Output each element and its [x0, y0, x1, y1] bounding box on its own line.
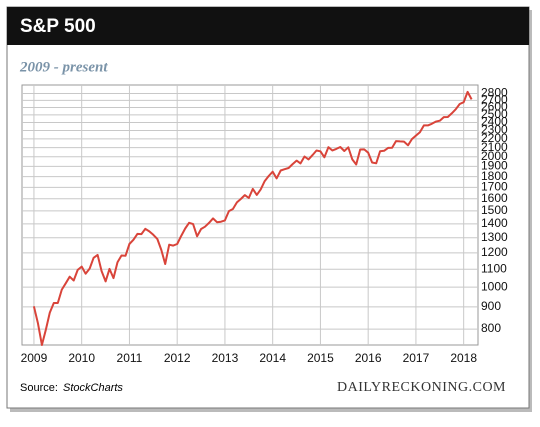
y-tick-label: 1900 — [481, 159, 508, 173]
price-line — [32, 90, 473, 346]
y-tick-label: 1700 — [481, 180, 508, 194]
source-name: StockCharts — [63, 382, 123, 394]
x-tick-label: 2011 — [117, 351, 143, 365]
x-tick-label: 2018 — [450, 351, 477, 365]
x-tick-label: 2010 — [68, 351, 95, 365]
y-tick-label: 1400 — [481, 216, 508, 230]
chart-title: S&P 500 — [20, 16, 96, 37]
y-tick-label: 2200 — [481, 131, 508, 145]
y-tick-label: 1800 — [481, 169, 508, 183]
y-tick-label: 800 — [481, 321, 501, 335]
y-tick-label: 1000 — [481, 279, 508, 293]
x-tick-label: 2017 — [403, 351, 430, 365]
brand: DAILYRECKONING.COM — [337, 380, 506, 395]
chart-subtitle: 2009 - present — [19, 59, 108, 75]
y-tick-label: 1200 — [481, 245, 508, 259]
x-tick-label: 2014 — [259, 351, 286, 365]
source-label: Source: — [20, 382, 58, 394]
x-tick-label: 2013 — [212, 351, 239, 365]
y-tick-label: 2300 — [481, 123, 508, 137]
y-tick-label: 2400 — [481, 115, 508, 129]
y-tick-label: 1500 — [481, 203, 508, 217]
card — [6, 6, 530, 409]
y-tick-label: 1300 — [481, 230, 508, 244]
header-bar — [7, 7, 529, 45]
y-tick-label: 1600 — [481, 191, 508, 205]
y-tick-label: 2600 — [481, 100, 508, 114]
y-tick-label: 2000 — [481, 149, 508, 163]
y-tick-label: 2500 — [481, 107, 508, 121]
plot-frame — [21, 84, 479, 346]
y-tick-label: 2700 — [481, 93, 508, 107]
y-tick-label: 2100 — [481, 140, 508, 154]
x-tick-label: 2016 — [355, 351, 382, 365]
y-tick-label: 2800 — [481, 86, 508, 100]
x-tick-label: 2012 — [164, 351, 191, 365]
x-tick-label: 2015 — [307, 351, 334, 365]
y-tick-label: 900 — [481, 299, 501, 313]
y-tick-label: 1100 — [481, 261, 507, 275]
x-tick-label: 2009 — [21, 351, 48, 365]
